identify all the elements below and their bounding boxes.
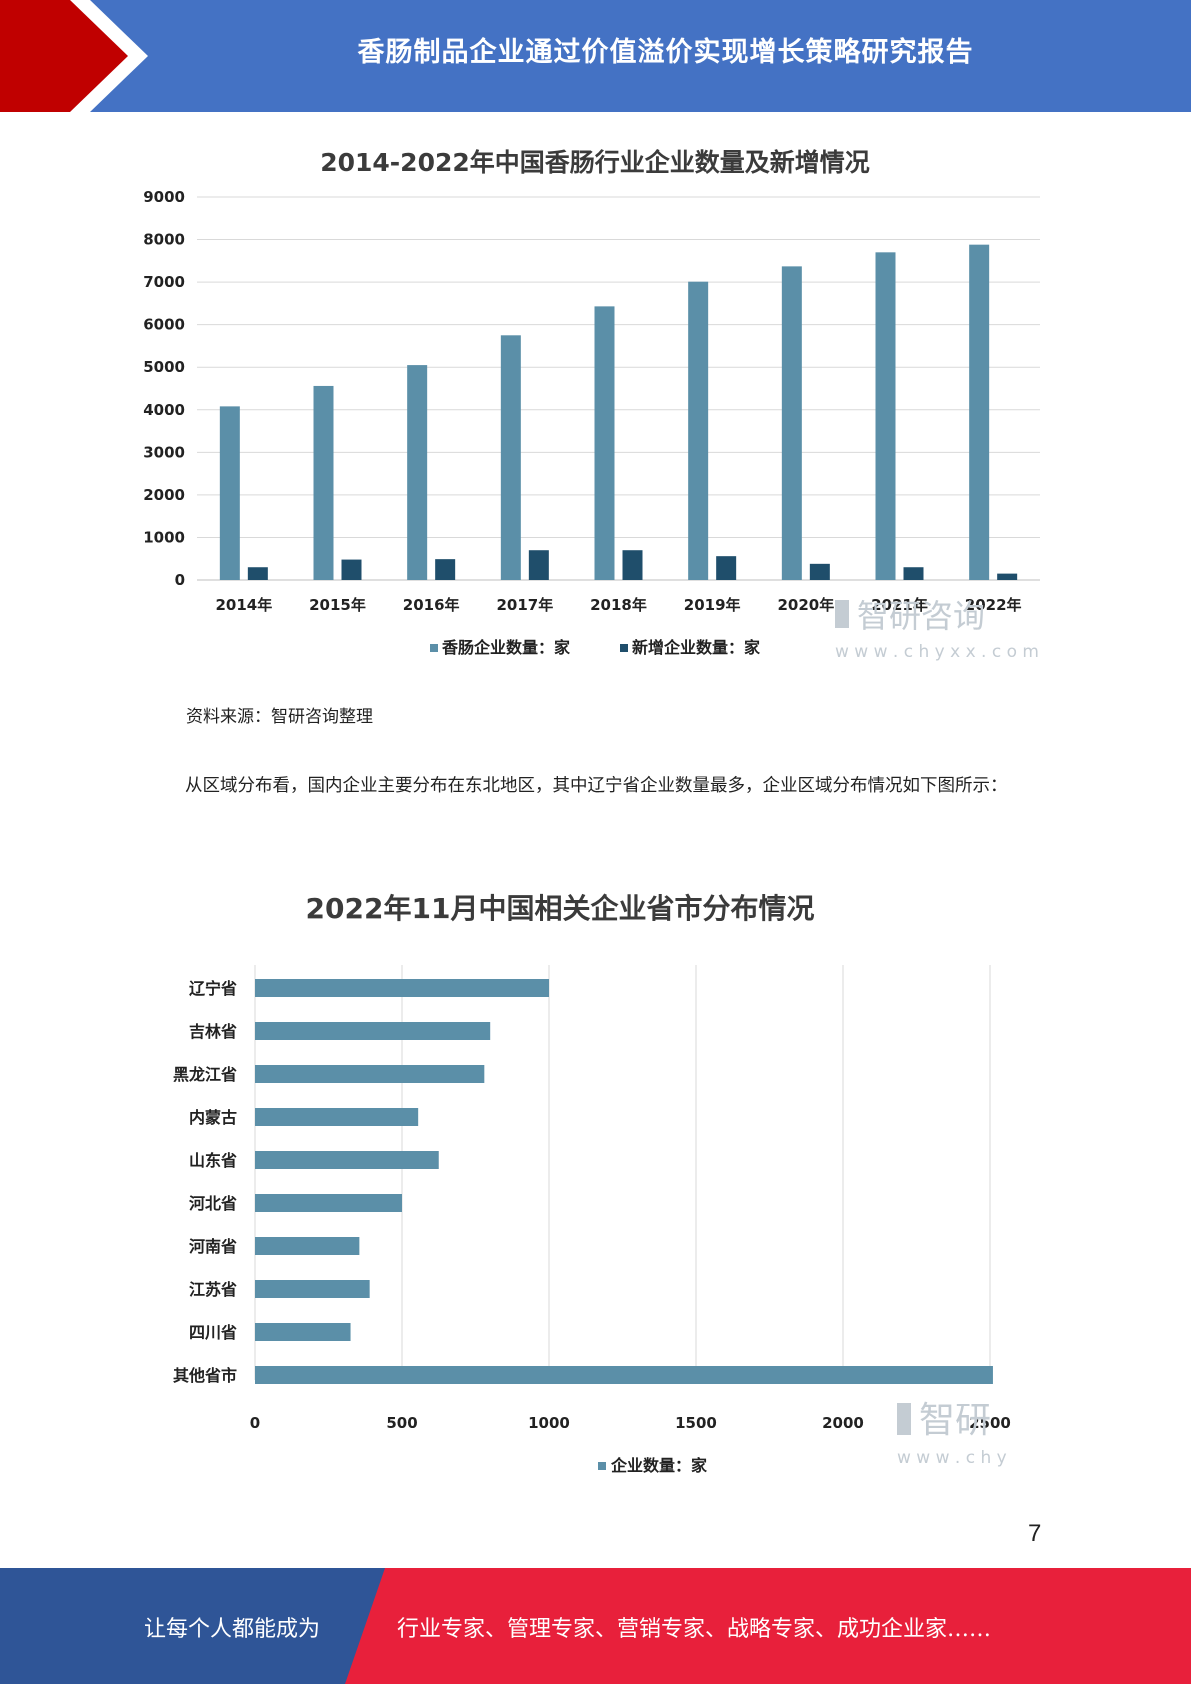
bar-enterprise-count	[255, 1237, 360, 1255]
chart-title: 2022年11月中国相关企业省市分布情况	[306, 892, 815, 925]
enterprise-count-chart-svg: 2014-2022年中国香肠行业企业数量及新增情况 0 1000 2000 3000 40…	[143, 148, 1040, 662]
y-tick-label: 4000	[143, 401, 185, 419]
x-tick-label: 2021年	[871, 596, 928, 614]
bar-total	[500, 335, 521, 580]
province-distribution-chart-svg: 2022年11月中国相关企业省市分布情况 0 500 1000 1500 2000 2500…	[173, 892, 1011, 1475]
bar-enterprise-count	[255, 1323, 351, 1341]
report-title: 香肠制品企业通过价值溢价实现增长策略研究报告	[357, 37, 974, 68]
header-chevron	[0, 0, 128, 112]
bar-new	[247, 567, 268, 580]
x-tick-label: 2000	[822, 1414, 864, 1432]
bar-total	[969, 244, 990, 580]
watermark-url: w w w . c h y	[897, 1448, 1007, 1468]
page-number: 7	[1028, 1520, 1042, 1547]
bar-total	[594, 306, 615, 580]
y-tick-label: 7000	[143, 273, 185, 291]
x-tick-label: 1500	[675, 1414, 717, 1432]
watermark-logo-icon	[835, 600, 849, 628]
y-category-label: 江苏省	[189, 1280, 237, 1299]
bar-total	[313, 385, 334, 580]
y-category-label: 四川省	[189, 1323, 237, 1342]
y-category-label: 黑龙江省	[173, 1065, 237, 1084]
x-tick-label: 2020年	[777, 596, 834, 614]
y-tick-label: 6000	[143, 316, 185, 334]
y-category-label: 山东省	[189, 1151, 237, 1170]
bar-total	[875, 252, 896, 581]
y-category-label: 其他省市	[173, 1366, 237, 1385]
bar-enterprise-count	[255, 1194, 402, 1212]
watermark-url: w w w . c h y x x . c o m	[835, 642, 1039, 662]
bar-total	[781, 266, 802, 580]
x-tick-label: 500	[386, 1414, 417, 1432]
x-tick-label: 2018年	[590, 596, 647, 614]
bar-new	[528, 550, 549, 580]
watermark-logo-icon	[897, 1403, 911, 1435]
bar-new	[716, 556, 737, 580]
bar-enterprise-count	[255, 1280, 370, 1298]
region-paragraph: 从区域分布看，国内企业主要分布在东北地区，其中辽宁省企业数量最多，企业区域分布情…	[185, 776, 1008, 796]
bar-new	[903, 567, 924, 580]
y-category-label: 吉林省	[189, 1022, 237, 1041]
footer-band-graphic	[0, 1568, 1191, 1684]
x-tick-label: 2022年	[965, 596, 1022, 614]
y-tick-label: 9000	[143, 188, 185, 206]
x-tick-label: 0	[250, 1414, 260, 1432]
watermark-logo-text: 智研	[919, 1400, 991, 1441]
bar-new	[435, 559, 456, 580]
footer-slogan-left: 让每个人都能成为	[144, 1617, 321, 1642]
header-band-graphic	[0, 0, 1191, 112]
header-band	[0, 0, 1191, 112]
y-tick-label: 8000	[143, 231, 185, 249]
province-distribution-chart: 2022年11月中国相关企业省市分布情况 0 500 1000 1500 2000 2500…	[135, 870, 1055, 1480]
bar-enterprise-count	[255, 1366, 993, 1384]
enterprise-count-chart: 2014-2022年中国香肠行业企业数量及新增情况 0 1000 2000 3000 40…	[135, 135, 1055, 665]
x-tick-label: 2016年	[403, 596, 460, 614]
bar-enterprise-count	[255, 979, 549, 997]
bar-new	[341, 559, 362, 580]
y-category-label: 内蒙古	[189, 1108, 237, 1127]
x-tick-label: 2015年	[309, 596, 366, 614]
y-category-label: 河北省	[189, 1194, 237, 1213]
legend-label: 企业数量：家	[610, 1456, 708, 1475]
watermark-logo-text: 智研咨询	[857, 597, 985, 635]
bar-new	[997, 573, 1018, 580]
x-tick-label: 1000	[528, 1414, 570, 1432]
legend-label: 新增企业数量：家	[632, 638, 761, 657]
y-tick-label: 0	[175, 571, 185, 589]
legend-swatch	[620, 644, 628, 652]
source-note: 资料来源：智研咨询整理	[186, 707, 373, 727]
x-tick-label: 2014年	[215, 596, 272, 614]
page-footer: 让每个人都能成为 行业专家、管理专家、营销专家、战略专家、成功企业家……	[0, 1568, 1191, 1684]
footer-left-band	[0, 1568, 385, 1684]
bar-new	[622, 550, 643, 580]
x-tick-label: 2019年	[684, 596, 741, 614]
y-tick-label: 1000	[143, 528, 185, 546]
bar-total	[407, 365, 428, 580]
bar-enterprise-count	[255, 1108, 419, 1126]
y-tick-label: 5000	[143, 358, 185, 376]
footer-slogan-right: 行业专家、管理专家、营销专家、战略专家、成功企业家……	[397, 1617, 992, 1642]
page-header: 香肠制品企业通过价值溢价实现增长策略研究报告	[0, 0, 1191, 112]
y-category-label: 辽宁省	[189, 979, 237, 998]
bar-total	[219, 406, 240, 580]
bar-enterprise-count	[255, 1065, 485, 1083]
bar-enterprise-count	[255, 1022, 491, 1040]
bar-new	[809, 563, 830, 580]
legend-swatch	[598, 1462, 606, 1470]
x-tick-label: 2500	[969, 1414, 1011, 1432]
x-tick-label: 2017年	[496, 596, 553, 614]
legend-swatch	[430, 644, 438, 652]
bar-total	[688, 281, 709, 580]
y-category-label: 河南省	[189, 1237, 237, 1256]
legend-label: 香肠企业数量：家	[441, 638, 571, 657]
chart-title: 2014-2022年中国香肠行业企业数量及新增情况	[320, 148, 870, 177]
y-tick-label: 3000	[143, 443, 185, 461]
y-tick-label: 2000	[143, 486, 185, 504]
bar-enterprise-count	[255, 1151, 439, 1169]
